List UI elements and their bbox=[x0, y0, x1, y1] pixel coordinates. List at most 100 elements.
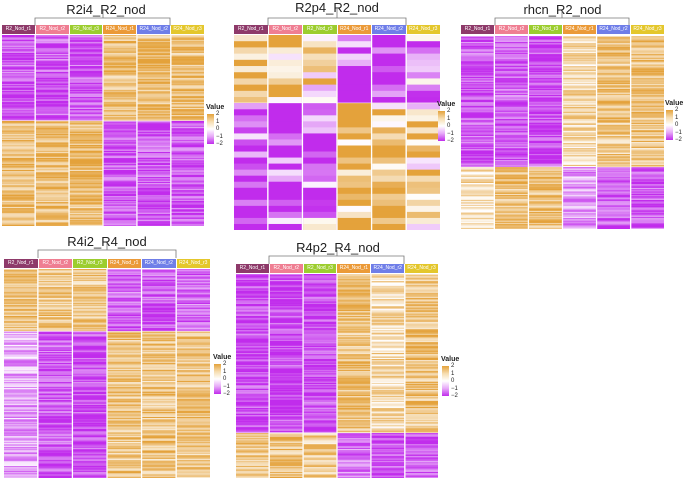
heatmap-row-stripe bbox=[4, 283, 38, 285]
heatmap-row-stripe bbox=[268, 35, 302, 42]
heatmap-row-stripe bbox=[137, 211, 171, 214]
heatmap-row-stripe bbox=[372, 181, 406, 189]
heatmap-row-stripe bbox=[103, 190, 137, 192]
heatmap-row-stripe bbox=[563, 73, 596, 75]
heatmap-row-stripe bbox=[461, 198, 494, 201]
heatmap-row-stripe bbox=[73, 325, 107, 328]
heatmap-row-stripe bbox=[563, 80, 596, 83]
heatmap-row-stripe bbox=[107, 430, 141, 432]
heatmap-row-stripe bbox=[103, 218, 137, 221]
heatmap-row-stripe bbox=[38, 460, 72, 462]
heatmap-row-stripe bbox=[269, 372, 303, 374]
heatmap-row-stripe bbox=[337, 461, 371, 463]
heatmap-row-stripe bbox=[495, 37, 528, 39]
heatmap-row-stripe bbox=[269, 428, 303, 430]
heatmap-row-stripe bbox=[529, 187, 562, 190]
heatmap-row-stripe bbox=[337, 133, 371, 140]
heatmap-row-stripe bbox=[495, 69, 528, 72]
heatmap-row-stripe bbox=[69, 180, 103, 183]
heatmap-row-stripe bbox=[171, 148, 204, 150]
heatmap-row-stripe bbox=[405, 447, 438, 450]
heatmap-row-stripe bbox=[495, 51, 528, 54]
heatmap-row-stripe bbox=[269, 346, 303, 349]
heatmap-row-stripe bbox=[337, 307, 371, 309]
heatmap-row-stripe bbox=[38, 431, 72, 433]
heatmap-row-stripe bbox=[107, 438, 141, 440]
heatmap-row-stripe bbox=[461, 201, 494, 203]
heatmap-row-stripe bbox=[269, 309, 303, 312]
heatmap-row-stripe bbox=[461, 210, 494, 213]
heatmap-row-stripe bbox=[269, 457, 303, 459]
heatmap-row-stripe bbox=[4, 448, 38, 450]
heatmap-row-stripe bbox=[236, 428, 269, 430]
heatmap-row-stripe bbox=[69, 161, 103, 164]
heatmap-row-stripe bbox=[171, 185, 204, 187]
heatmap-row-stripe bbox=[529, 74, 562, 77]
heatmap-row-stripe bbox=[405, 376, 438, 379]
heatmap-row-stripe bbox=[236, 473, 269, 475]
heatmap-row-stripe bbox=[107, 469, 141, 472]
heatmap-row-stripe bbox=[73, 296, 107, 299]
heatmap-row-stripe bbox=[4, 356, 38, 359]
heatmap-row-stripe bbox=[142, 311, 176, 313]
heatmap-row-stripe bbox=[137, 188, 171, 191]
heatmap-row-stripe bbox=[171, 95, 204, 98]
heatmap-row-stripe bbox=[631, 68, 664, 71]
heatmap-row-stripe bbox=[405, 448, 438, 451]
heatmap-row-stripe bbox=[4, 391, 38, 394]
heatmap-row-stripe bbox=[268, 205, 302, 213]
heatmap-row-stripe bbox=[563, 116, 596, 119]
heatmap-row-stripe bbox=[103, 76, 137, 79]
heatmap-row-stripe bbox=[73, 460, 107, 462]
heatmap-row-stripe bbox=[103, 103, 137, 105]
heatmap-row-stripe bbox=[137, 81, 171, 84]
heatmap-row-stripe bbox=[563, 152, 596, 155]
heatmap-row-stripe bbox=[236, 406, 269, 409]
heatmap-row-stripe bbox=[171, 215, 204, 217]
heatmap-row-stripe bbox=[303, 217, 337, 225]
heatmap-row-stripe bbox=[137, 129, 171, 131]
heatmap-row-stripe bbox=[337, 437, 371, 440]
heatmap-row-stripe bbox=[337, 121, 371, 128]
heatmap-row-stripe bbox=[337, 275, 371, 277]
heatmap-row-stripe bbox=[142, 271, 176, 273]
heatmap-row-stripe bbox=[529, 84, 562, 86]
heatmap-row-stripe bbox=[303, 425, 337, 428]
heatmap-row-stripe bbox=[303, 444, 337, 446]
heatmap-row-stripe bbox=[563, 36, 596, 38]
heatmap-row-stripe bbox=[303, 416, 337, 418]
heatmap-row-stripe bbox=[38, 440, 72, 443]
heatmap-row-stripe bbox=[631, 161, 664, 163]
heatmap-row-stripe bbox=[303, 363, 337, 366]
heatmap-row-stripe bbox=[69, 179, 103, 181]
heatmap-row-stripe bbox=[107, 334, 141, 336]
heatmap-row-stripe bbox=[38, 385, 72, 388]
heatmap-row-stripe bbox=[269, 429, 303, 432]
heatmap-row-stripe bbox=[597, 36, 630, 38]
heatmap-row-stripe bbox=[405, 343, 438, 345]
heatmap-row-stripe bbox=[303, 274, 337, 276]
heatmap-row-stripe bbox=[171, 129, 204, 131]
heatmap-row-stripe bbox=[107, 416, 141, 419]
heatmap-row-stripe bbox=[176, 450, 210, 452]
heatmap-row-stripe bbox=[38, 437, 72, 439]
heatmap-row-stripe bbox=[495, 158, 528, 161]
heatmap-row-stripe bbox=[236, 454, 269, 457]
heatmap-row-stripe bbox=[35, 212, 69, 215]
heatmap-row-stripe bbox=[4, 336, 38, 338]
heatmap-row-stripe bbox=[171, 138, 204, 141]
heatmap-row-stripe bbox=[73, 319, 107, 322]
heatmap-row-stripe bbox=[35, 118, 69, 121]
heatmap-row-stripe bbox=[303, 453, 337, 456]
heatmap-row-stripe bbox=[372, 223, 406, 230]
legend-tick: −2 bbox=[447, 138, 454, 144]
heatmap-row-stripe bbox=[176, 302, 210, 305]
heatmap-row-stripe bbox=[73, 281, 107, 283]
heatmap-row-stripe bbox=[4, 288, 38, 290]
heatmap-row-stripe bbox=[38, 475, 72, 478]
heatmap-row-stripe bbox=[303, 451, 337, 453]
heatmap-row-stripe bbox=[103, 149, 137, 152]
heatmap-row-stripe bbox=[631, 73, 664, 75]
heatmap-row-stripe bbox=[268, 127, 302, 134]
heatmap-row-stripe bbox=[495, 119, 528, 121]
